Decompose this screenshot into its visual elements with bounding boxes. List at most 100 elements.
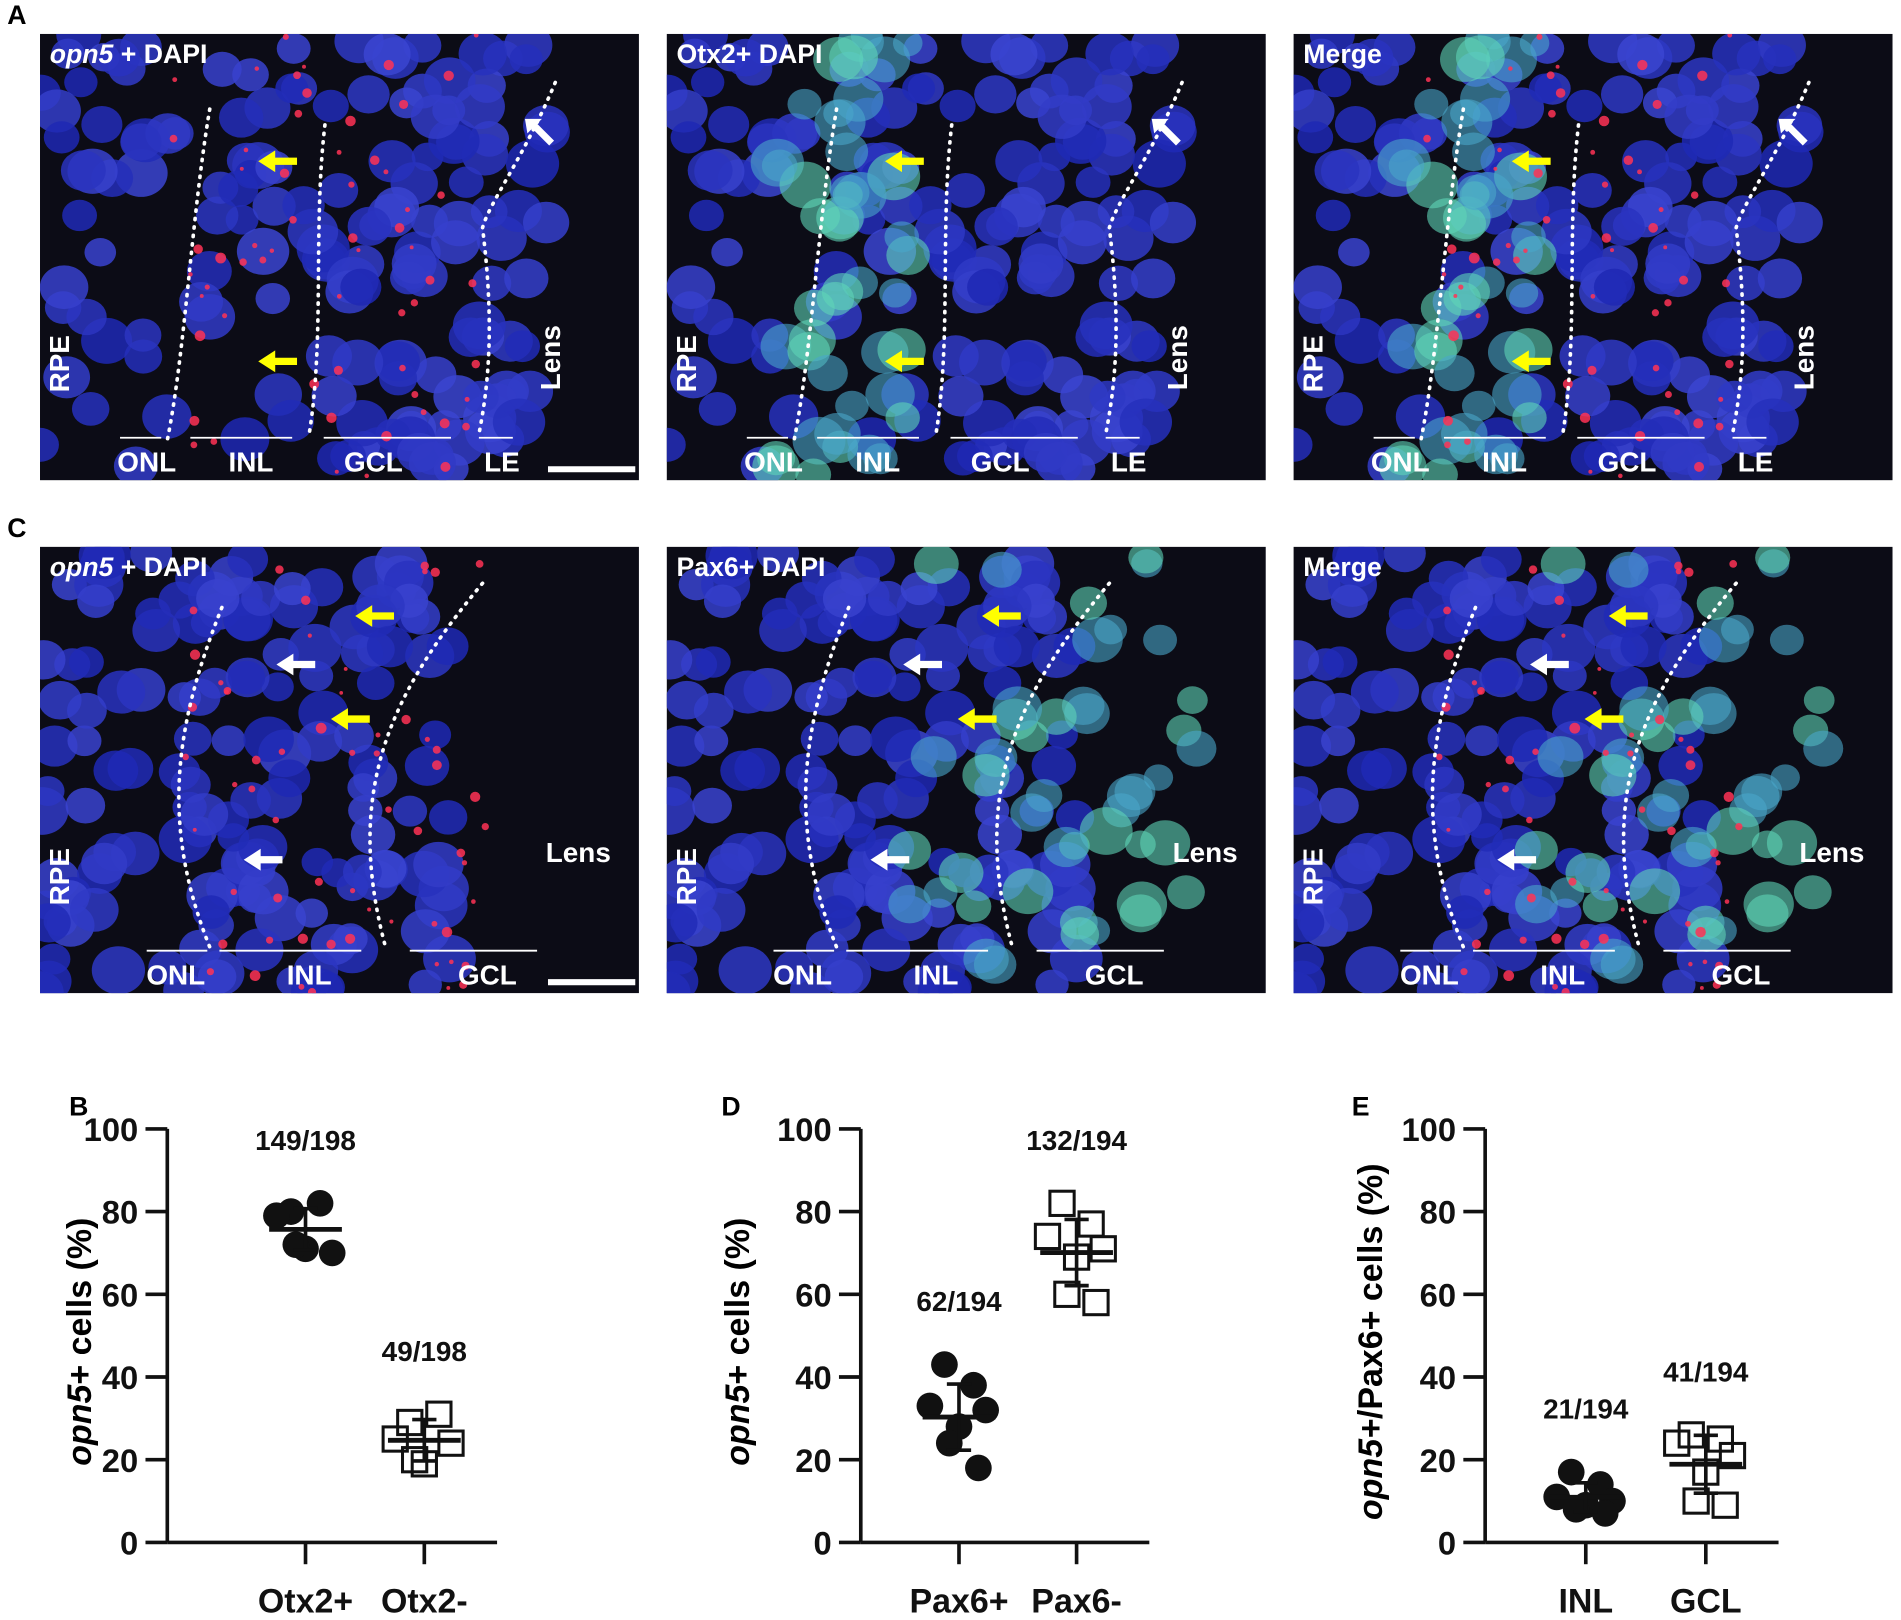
arrow xyxy=(957,708,997,730)
stained-cell xyxy=(973,945,1017,984)
nucleus xyxy=(1776,105,1823,147)
nucleus xyxy=(93,750,139,791)
nucleus xyxy=(711,238,743,267)
signal-dot xyxy=(1512,256,1520,264)
signal-dot xyxy=(410,299,419,307)
layer-label: ONL xyxy=(1400,960,1459,991)
signal-dot xyxy=(169,134,178,143)
stained-cell xyxy=(888,884,932,924)
nucleus xyxy=(1565,375,1611,417)
nucleus xyxy=(1471,823,1503,852)
signal-dot xyxy=(424,736,430,742)
stained-cell xyxy=(847,434,892,475)
stained-cell xyxy=(1662,698,1704,735)
nucleus xyxy=(1338,238,1370,267)
signal-dot xyxy=(1678,736,1684,742)
boundary xyxy=(1621,581,1738,949)
data-point xyxy=(1048,1189,1076,1217)
stained-cell xyxy=(955,890,992,923)
data-point xyxy=(263,1202,290,1230)
image-title: opn5 + DAPI xyxy=(50,39,208,69)
nucleus xyxy=(1758,330,1794,363)
signal-dot xyxy=(1536,33,1543,40)
nucleus xyxy=(824,667,859,699)
cells xyxy=(40,546,489,994)
nucleus xyxy=(1037,94,1087,139)
nucleus xyxy=(800,721,839,756)
nucleus xyxy=(1023,432,1068,473)
stained-cell xyxy=(1670,826,1716,868)
nucleus xyxy=(1515,672,1548,702)
stained-cell xyxy=(1079,807,1133,855)
nucleus xyxy=(356,584,405,628)
nucleus xyxy=(1119,398,1173,446)
signal-dot xyxy=(343,667,348,671)
signal-dot xyxy=(193,244,203,254)
signal-dot xyxy=(383,59,394,71)
nucleus xyxy=(1541,623,1596,672)
nucleus xyxy=(1320,692,1361,729)
nucleus xyxy=(77,584,115,618)
arrow xyxy=(1608,605,1648,627)
nucleus xyxy=(268,759,311,798)
signal-dot xyxy=(411,391,419,398)
nucleus xyxy=(1528,73,1562,104)
y-axis-label: opn5+ cells (%) xyxy=(61,1218,99,1466)
arrow xyxy=(243,848,283,871)
signal-dot xyxy=(1729,560,1738,568)
nucleus xyxy=(720,750,766,791)
nucleus xyxy=(695,646,731,678)
nucleus xyxy=(202,51,242,87)
nucleus xyxy=(1416,972,1458,994)
layer-label: ONL xyxy=(117,447,176,478)
signal-dot xyxy=(440,461,451,472)
text-part: Merge xyxy=(1303,552,1382,582)
layer-label: GCL xyxy=(1598,447,1657,478)
y-tick-label: 0 xyxy=(813,1525,831,1562)
nucleus xyxy=(163,972,204,994)
nucleus xyxy=(693,692,734,729)
layer-label: GCL xyxy=(1085,960,1144,991)
nucleus xyxy=(410,94,461,139)
data-point xyxy=(1711,1491,1739,1519)
stained-cell xyxy=(1422,458,1458,481)
nucleus xyxy=(197,667,233,699)
nucleus xyxy=(939,89,976,123)
nucleus xyxy=(60,150,106,191)
signal-dot xyxy=(413,826,423,836)
data-point xyxy=(1053,1280,1081,1308)
nucleus xyxy=(1708,84,1759,130)
stained-cell xyxy=(1441,412,1488,455)
y-tick-label: 80 xyxy=(1420,1194,1456,1231)
stained-cell xyxy=(1461,390,1496,421)
nucleus xyxy=(943,441,983,476)
signal-dot xyxy=(430,567,440,577)
nucleus xyxy=(959,339,1011,386)
stained-cell xyxy=(1176,730,1217,767)
stained-cell xyxy=(1793,875,1832,910)
stained-cell xyxy=(1383,440,1422,476)
layer-label: LE xyxy=(484,447,520,478)
nucleus xyxy=(1293,725,1332,767)
signal-dot xyxy=(1569,722,1581,734)
signal-dot xyxy=(194,330,206,342)
signal-dot xyxy=(439,418,450,429)
signal-dot xyxy=(190,441,198,449)
layer-label: GCL xyxy=(971,447,1030,478)
arrow xyxy=(982,605,1021,627)
arrow xyxy=(1778,118,1808,146)
signal-dot xyxy=(464,396,470,402)
boundary xyxy=(1430,605,1478,949)
signal-dot xyxy=(1505,242,1511,249)
signal-dot xyxy=(1637,59,1648,71)
stained-cell xyxy=(1537,736,1584,778)
nucleus xyxy=(703,584,742,618)
nucleus xyxy=(1149,105,1196,147)
image-title: Merge xyxy=(1303,39,1382,69)
nucleus xyxy=(113,446,158,481)
nucleus xyxy=(902,73,936,104)
nucleus xyxy=(180,793,229,836)
signal-dot xyxy=(1561,988,1570,994)
nucleus xyxy=(1483,782,1525,819)
stained-cell xyxy=(1515,884,1558,924)
